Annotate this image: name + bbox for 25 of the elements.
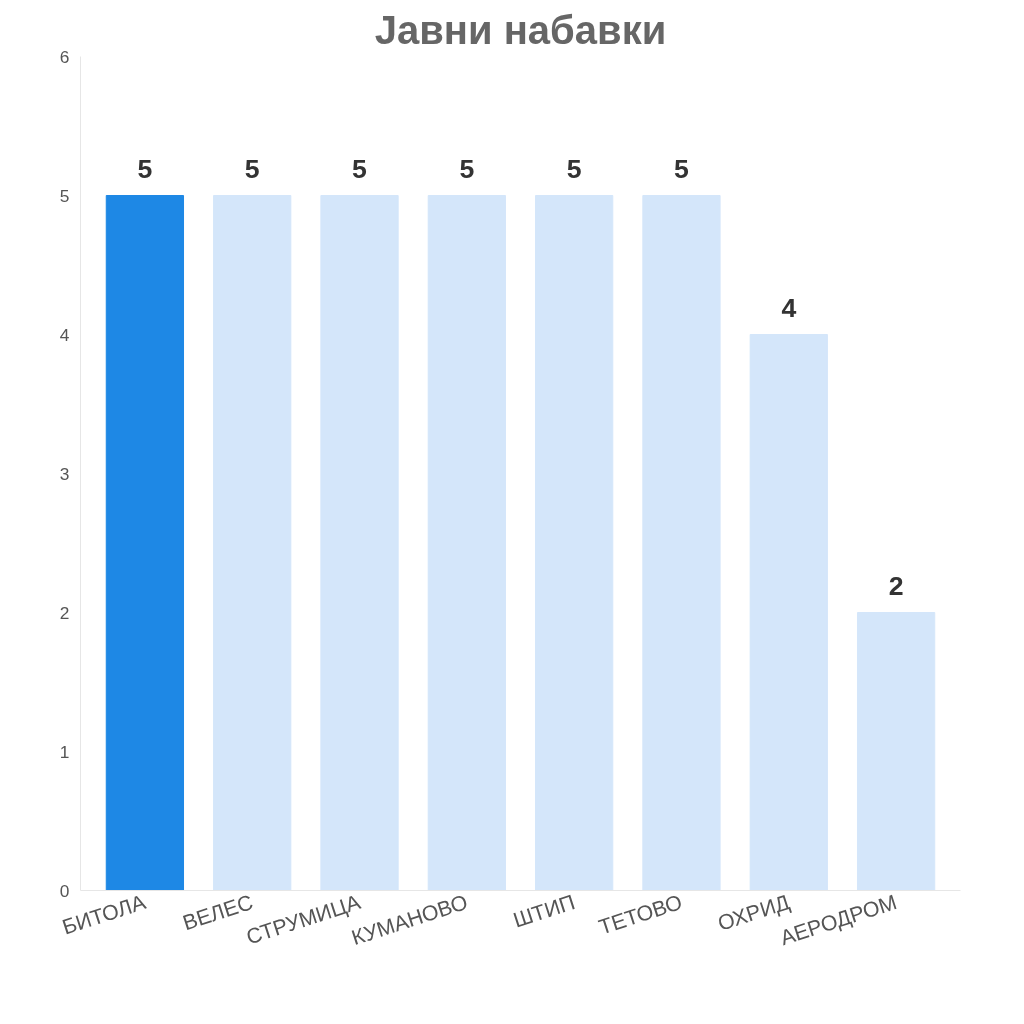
chart-title: Јавни набавки xyxy=(374,7,667,52)
data-label: 5 xyxy=(244,153,260,184)
bar xyxy=(642,195,721,891)
bar xyxy=(213,195,292,891)
y-tick-label: 5 xyxy=(59,185,70,206)
bar xyxy=(535,195,614,891)
y-tick-label: 0 xyxy=(59,880,70,901)
bar xyxy=(856,612,936,891)
data-label: 2 xyxy=(888,570,904,601)
bar xyxy=(749,334,828,891)
y-tick-label: 6 xyxy=(59,46,70,67)
data-label: 5 xyxy=(137,153,153,184)
data-label: 5 xyxy=(459,153,475,184)
y-tick-label: 3 xyxy=(59,463,70,484)
data-label: 5 xyxy=(566,153,582,184)
bar xyxy=(427,195,506,891)
bar xyxy=(320,195,399,891)
x-tick-label: ШТИП xyxy=(510,890,578,933)
y-tick-label: 4 xyxy=(59,324,70,345)
data-label: 5 xyxy=(674,153,690,184)
y-tick-label: 2 xyxy=(59,602,70,623)
bar xyxy=(105,195,185,891)
data-label: 4 xyxy=(781,292,797,323)
data-label: 5 xyxy=(352,153,368,184)
y-tick-label: 1 xyxy=(59,741,70,762)
